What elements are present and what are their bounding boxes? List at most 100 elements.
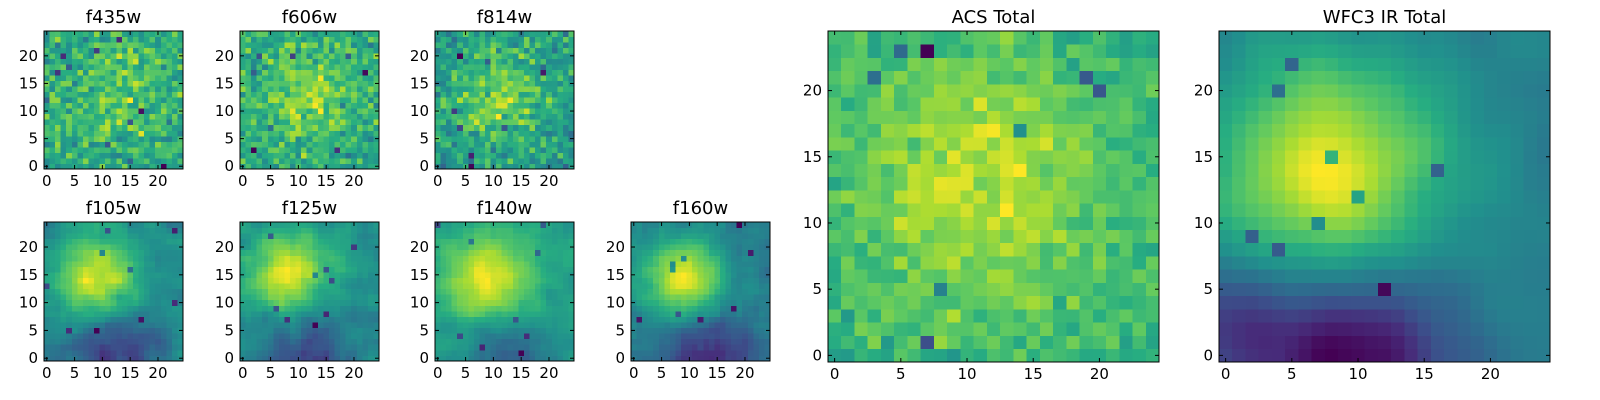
heatmap-cell (334, 255, 341, 262)
heatmap-cell (462, 344, 469, 351)
heatmap-cell (301, 327, 308, 334)
heatmap-cell (675, 305, 682, 312)
heatmap-cell (529, 327, 536, 334)
heatmap-cell (675, 355, 682, 362)
heatmap-cell (356, 288, 363, 295)
heatmap-cell (312, 36, 319, 43)
x-tick-label: 10 (484, 172, 503, 190)
heatmap-cell (653, 249, 660, 256)
heatmap-cell (473, 249, 480, 256)
heatmap-cell (479, 344, 486, 351)
heatmap-cell (340, 130, 347, 137)
heatmap-cell (719, 244, 726, 251)
heatmap-cell (312, 244, 319, 251)
heatmap-cell (278, 47, 285, 54)
heatmap-cell (446, 64, 453, 71)
heatmap-cell (731, 355, 738, 362)
heatmap-cell (138, 91, 145, 98)
heatmap-cell (160, 86, 167, 93)
heatmap-cell (132, 163, 139, 170)
heatmap-cell (138, 86, 145, 93)
heatmap-cell (345, 119, 352, 126)
heatmap-cell (171, 31, 178, 37)
heatmap-cell (306, 272, 313, 278)
heatmap-cell (664, 244, 671, 251)
heatmap-cell (764, 283, 771, 290)
heatmap-cell (725, 233, 732, 240)
heatmap-cell (501, 305, 508, 312)
heatmap-cell (60, 53, 67, 59)
heatmap-cell (278, 64, 285, 71)
heatmap-cell (105, 288, 112, 295)
heatmap-cell (736, 227, 743, 234)
heatmap-cell (66, 53, 73, 59)
heatmap-cell (828, 282, 842, 297)
heatmap-cell (256, 113, 263, 120)
heatmap-cell (675, 344, 682, 351)
heatmap-cell (306, 42, 313, 48)
heatmap-cell (736, 299, 743, 306)
heatmap-cell (1106, 242, 1120, 257)
heatmap-cell (88, 163, 95, 170)
heatmap-cell (681, 355, 687, 362)
heatmap-cell (155, 80, 162, 87)
heatmap-cell (177, 316, 184, 323)
heatmap-cell (317, 42, 324, 48)
heatmap-cell (373, 288, 380, 295)
heatmap-cell (66, 113, 73, 120)
heatmap-cell (535, 108, 542, 115)
heatmap-cell (479, 91, 486, 98)
heatmap-cell (529, 260, 536, 267)
heatmap-cell (523, 157, 530, 164)
heatmap-cell (440, 86, 447, 93)
heatmap-cell (284, 260, 291, 267)
heatmap-cell (99, 288, 106, 295)
heatmap-cell (49, 42, 56, 48)
heatmap-cell (160, 238, 167, 245)
heatmap-cell (562, 157, 569, 164)
heatmap-cell (742, 277, 749, 284)
heatmap-cell (317, 86, 324, 93)
heatmap-cell (485, 322, 491, 329)
heatmap-cell (653, 310, 660, 317)
heatmap-cell (105, 283, 112, 290)
heatmap-cell (132, 152, 139, 159)
heatmap-cell (334, 266, 341, 273)
heatmap-cell (121, 47, 128, 54)
x-tick-label: 20 (344, 172, 363, 190)
heatmap-cell (446, 316, 453, 323)
heatmap-cell (356, 249, 363, 256)
heatmap-cell (166, 272, 173, 278)
heatmap-cell (312, 64, 319, 71)
heatmap-cell (262, 338, 269, 345)
heatmap-cell (121, 130, 128, 137)
heatmap-cell (457, 113, 464, 120)
heatmap-cell (496, 75, 503, 82)
heatmap-cell (523, 238, 530, 245)
heatmap-cell (356, 135, 363, 142)
heatmap-cell (312, 91, 319, 98)
heatmap-cell (295, 344, 302, 351)
heatmap-cell (653, 294, 660, 301)
heatmap-cell (697, 294, 704, 301)
heatmap-cell (435, 146, 441, 153)
heatmap-cell (512, 53, 519, 59)
heatmap-cell (110, 222, 117, 228)
heatmap-cell (446, 327, 453, 334)
heatmap-cell (55, 344, 62, 351)
heatmap-cell (144, 47, 151, 54)
heatmap-cell (490, 42, 497, 48)
heatmap-cell (251, 75, 258, 82)
heatmap-cell (44, 97, 50, 104)
heatmap-cell (501, 294, 508, 301)
heatmap-cell (267, 86, 274, 93)
heatmap-cell (44, 42, 50, 48)
heatmap-cell (1000, 295, 1014, 310)
heatmap-cell (251, 227, 258, 234)
heatmap-cell (540, 227, 547, 234)
heatmap-cell (267, 327, 274, 334)
heatmap-cell (373, 222, 380, 228)
heatmap-cell (562, 233, 569, 240)
heatmap-cell (256, 288, 263, 295)
heatmap-cell (512, 255, 519, 262)
